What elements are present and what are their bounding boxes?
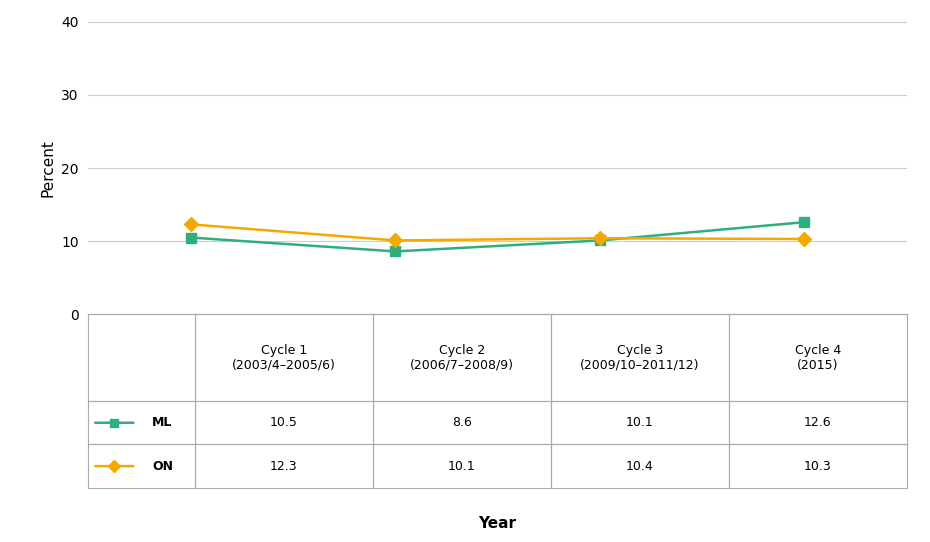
Bar [194, 314, 373, 401]
Text: Cycle 4
(2015): Cycle 4 (2015) [794, 344, 841, 372]
ON [390, 237, 401, 244]
Bar [373, 444, 551, 488]
Bar [551, 401, 729, 444]
ML [594, 237, 605, 244]
Text: ML: ML [153, 416, 173, 429]
Bar [88, 314, 194, 401]
Text: Cycle 1
(2003/4–2005/6): Cycle 1 (2003/4–2005/6) [232, 344, 336, 372]
Bar [194, 401, 373, 444]
Line: ML: ML [186, 217, 809, 256]
Bar [729, 444, 907, 488]
Bar [88, 444, 194, 488]
ML [390, 248, 401, 255]
ON [594, 235, 605, 242]
Text: 12.3: 12.3 [270, 460, 298, 473]
Line: ON: ON [186, 220, 809, 246]
Bar [729, 401, 907, 444]
ML [799, 219, 810, 225]
Bar [551, 444, 729, 488]
Text: 10.3: 10.3 [804, 460, 831, 473]
Text: 10.1: 10.1 [626, 416, 654, 429]
Text: 8.6: 8.6 [452, 416, 472, 429]
ON [185, 221, 196, 228]
Text: 12.6: 12.6 [804, 416, 831, 429]
Bar [194, 444, 373, 488]
Text: ON: ON [153, 460, 173, 473]
Bar [373, 401, 551, 444]
Bar [373, 314, 551, 401]
Y-axis label: Percent: Percent [40, 139, 56, 197]
Text: 10.5: 10.5 [270, 416, 298, 429]
ML [185, 234, 196, 241]
Text: 10.1: 10.1 [448, 460, 475, 473]
ON [799, 236, 810, 242]
Bar [88, 401, 194, 444]
Bar [729, 314, 907, 401]
Text: Cycle 3
(2009/10–2011/12): Cycle 3 (2009/10–2011/12) [580, 344, 699, 372]
Text: Year: Year [479, 516, 516, 531]
Bar [551, 314, 729, 401]
Text: 10.4: 10.4 [626, 460, 654, 473]
Text: Cycle 2
(2006/7–2008/9): Cycle 2 (2006/7–2008/9) [410, 344, 513, 372]
